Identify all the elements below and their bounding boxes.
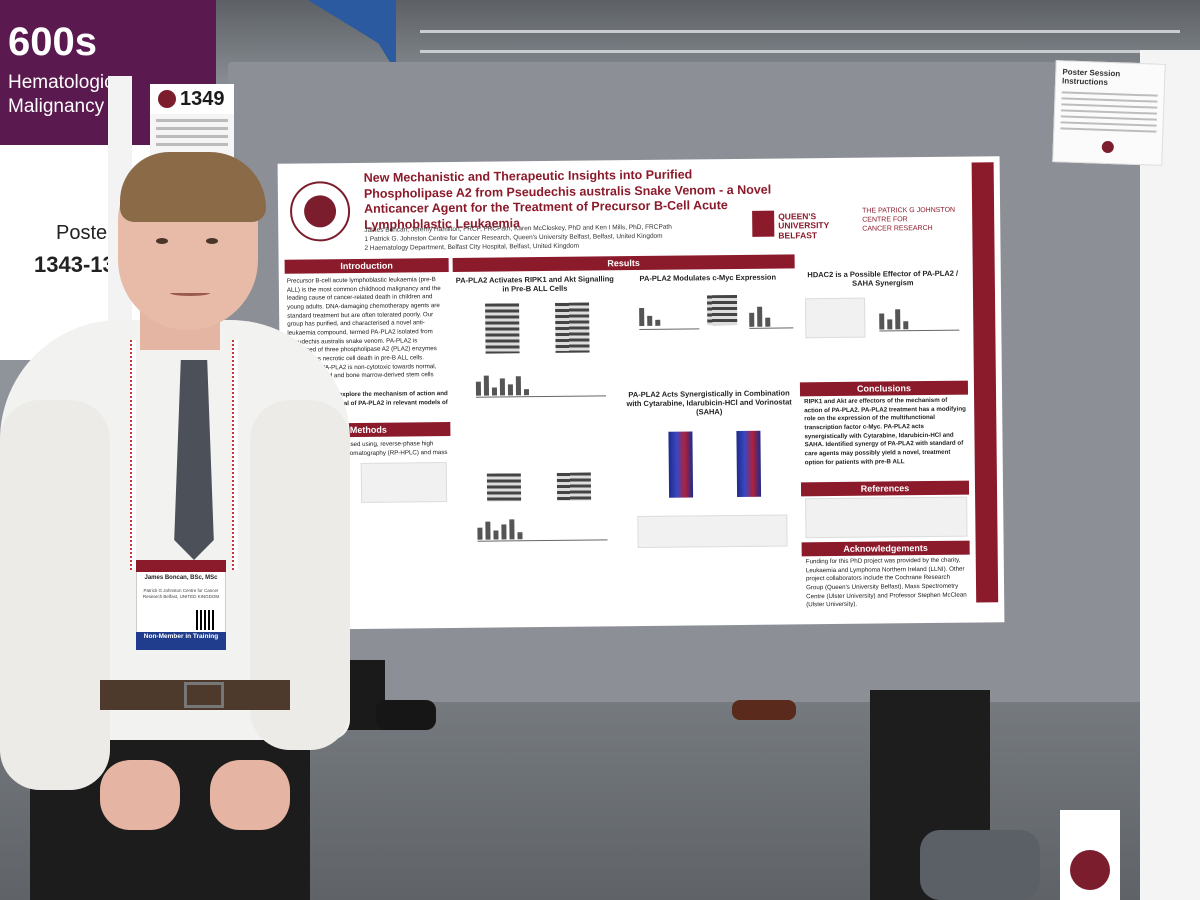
presenter-hair — [120, 152, 266, 222]
ash-sign-corner — [1060, 810, 1120, 900]
bar-graph-figure — [639, 307, 700, 331]
western-blot-figure — [555, 302, 590, 353]
badge-status: Non-Member in Training — [136, 632, 226, 650]
acknowledgements-text: Funding for this PhD project was provide… — [805, 556, 967, 609]
presenter-hand — [100, 760, 180, 830]
bar-graph-figure — [477, 518, 608, 542]
badge-affiliation: Patrick G Johnston Centre for Cancer Res… — [142, 588, 220, 599]
sign-poster-range: 1343-13 — [34, 252, 115, 277]
backpack — [920, 830, 1040, 900]
presenter-eye — [156, 238, 168, 244]
poster-number: 1349 — [180, 88, 225, 110]
result-heading-1: PA-PLA2 Activates RIPK1 and Akt Signalli… — [455, 274, 614, 294]
introduction-header: Introduction — [284, 258, 449, 274]
western-blot-figure — [485, 303, 520, 354]
hplc-figure — [360, 462, 448, 503]
poster-authors: James Boncan, Jeremy Hamilton, FRCP, FRC… — [364, 222, 784, 253]
presenter-left-arm — [0, 400, 110, 790]
poster-side-bar — [971, 162, 999, 603]
instructions-title: Poster Session Instructions — [1061, 67, 1121, 87]
badge-header — [136, 560, 226, 572]
instructions-card: Poster Session Instructions — [1052, 60, 1166, 166]
ceiling-truss — [420, 50, 1180, 53]
lanyard-strap — [232, 340, 238, 570]
board-frame-right — [1140, 50, 1200, 900]
qub-wordmark: QUEEN'S UNIVERSITY BELFAST — [778, 211, 830, 241]
abstract-info-card — [150, 114, 234, 158]
synergy-plot-figure — [637, 514, 788, 549]
references-header: References — [800, 480, 970, 497]
badge-name: James Boncan, BSc, MSc — [144, 575, 218, 581]
ceiling-truss — [420, 30, 1180, 33]
ash-society-logo-icon — [289, 181, 351, 242]
heatmap-figure — [668, 431, 694, 498]
western-blot-figure — [706, 294, 738, 326]
bar-graph-figure — [475, 374, 607, 398]
lanyard-strap — [130, 340, 136, 570]
result-heading-3: HDAC2 is a Possible Effector of PA-PLA2 … — [807, 268, 959, 288]
belt-buckle — [184, 682, 224, 708]
result-heading-2: PA-PLA2 Modulates c-Myc Expression — [639, 272, 777, 284]
bar-graph-figure — [879, 308, 960, 332]
sign-number: 600s — [8, 20, 97, 64]
presenter-hand — [210, 760, 290, 830]
results-header: Results — [452, 254, 795, 272]
conclusions-header: Conclusions — [799, 380, 969, 397]
ash-logo-icon — [158, 90, 176, 108]
badge-qr-code-icon — [196, 610, 216, 630]
references-list — [805, 496, 968, 539]
ash-logo-icon — [1101, 140, 1115, 154]
background-shoe — [376, 700, 436, 730]
scientific-poster: New Mechanistic and Therapeutic Insights… — [277, 156, 1005, 630]
heatmap-figure — [736, 430, 762, 497]
bar-graph-figure — [749, 306, 794, 329]
presenter-tie — [174, 360, 214, 560]
sign-category-line1: Hematologic — [8, 72, 114, 93]
presenter-mouth — [170, 290, 210, 296]
western-blot-figure — [486, 473, 522, 502]
acknowledgements-header: Acknowledgements — [801, 540, 970, 557]
sign-category-line2: Malignancy — [8, 96, 105, 117]
result-heading-4: PA-PLA2 Acts Synergistically in Combinat… — [626, 388, 792, 417]
pgj-centre-wordmark: THE PATRICK G JOHNSTON CENTRE FOR CANCER R… — [862, 206, 956, 233]
western-blot-figure — [556, 472, 592, 501]
background-shoe — [732, 700, 796, 720]
network-figure — [805, 297, 866, 339]
conclusions-text: RIPK1 and Akt are effectors of the mecha… — [804, 396, 966, 466]
presenter-eye — [206, 238, 218, 244]
qub-crest-icon — [752, 210, 775, 237]
